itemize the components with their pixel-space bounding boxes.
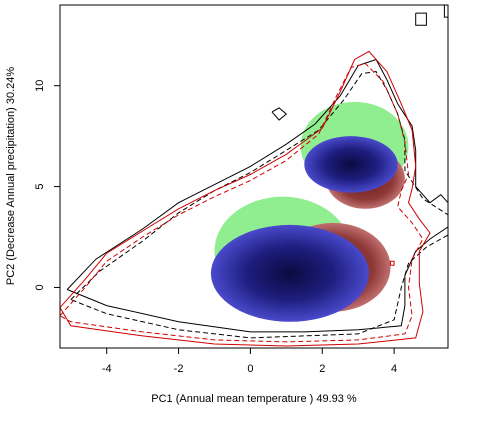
- y-axis: 0 5 10: [34, 80, 60, 291]
- y-axis-title: PC2 (Decrease Annual precipitation) 30.2…: [5, 67, 17, 286]
- y-tick-label: 10: [34, 80, 46, 92]
- density-region-blue: [304, 136, 398, 193]
- x-tick-label: 4: [391, 363, 397, 375]
- contour-line-red-solid: [390, 260, 395, 266]
- x-tick-label: -2: [174, 363, 184, 375]
- x-axis: -4 -2 0 2 4: [102, 348, 397, 375]
- x-axis-title: PC1 (Annual mean temperature ) 49.93 %: [151, 393, 357, 405]
- contour-line-red-dashed: [60, 62, 424, 343]
- contour-line-red-solid: [60, 50, 431, 347]
- contour-line-black-dashed: [70, 71, 448, 339]
- contour-line-black-solid: [66, 58, 448, 333]
- plot-area: [60, 5, 448, 347]
- x-tick-label: 0: [247, 363, 253, 375]
- contour-lines: [60, 5, 448, 347]
- y-tick-label: 5: [34, 184, 46, 190]
- contour-line-black-solid: [443, 5, 448, 18]
- y-tick-label: 0: [34, 284, 46, 290]
- contour-line-black-solid: [271, 107, 288, 121]
- density-regions: [210, 101, 409, 322]
- x-tick-label: -4: [102, 363, 112, 375]
- plot-frame: [59, 4, 449, 349]
- x-tick-label: 2: [319, 363, 325, 375]
- density-region-blue: [210, 224, 369, 322]
- contour-line-black-solid: [415, 12, 427, 26]
